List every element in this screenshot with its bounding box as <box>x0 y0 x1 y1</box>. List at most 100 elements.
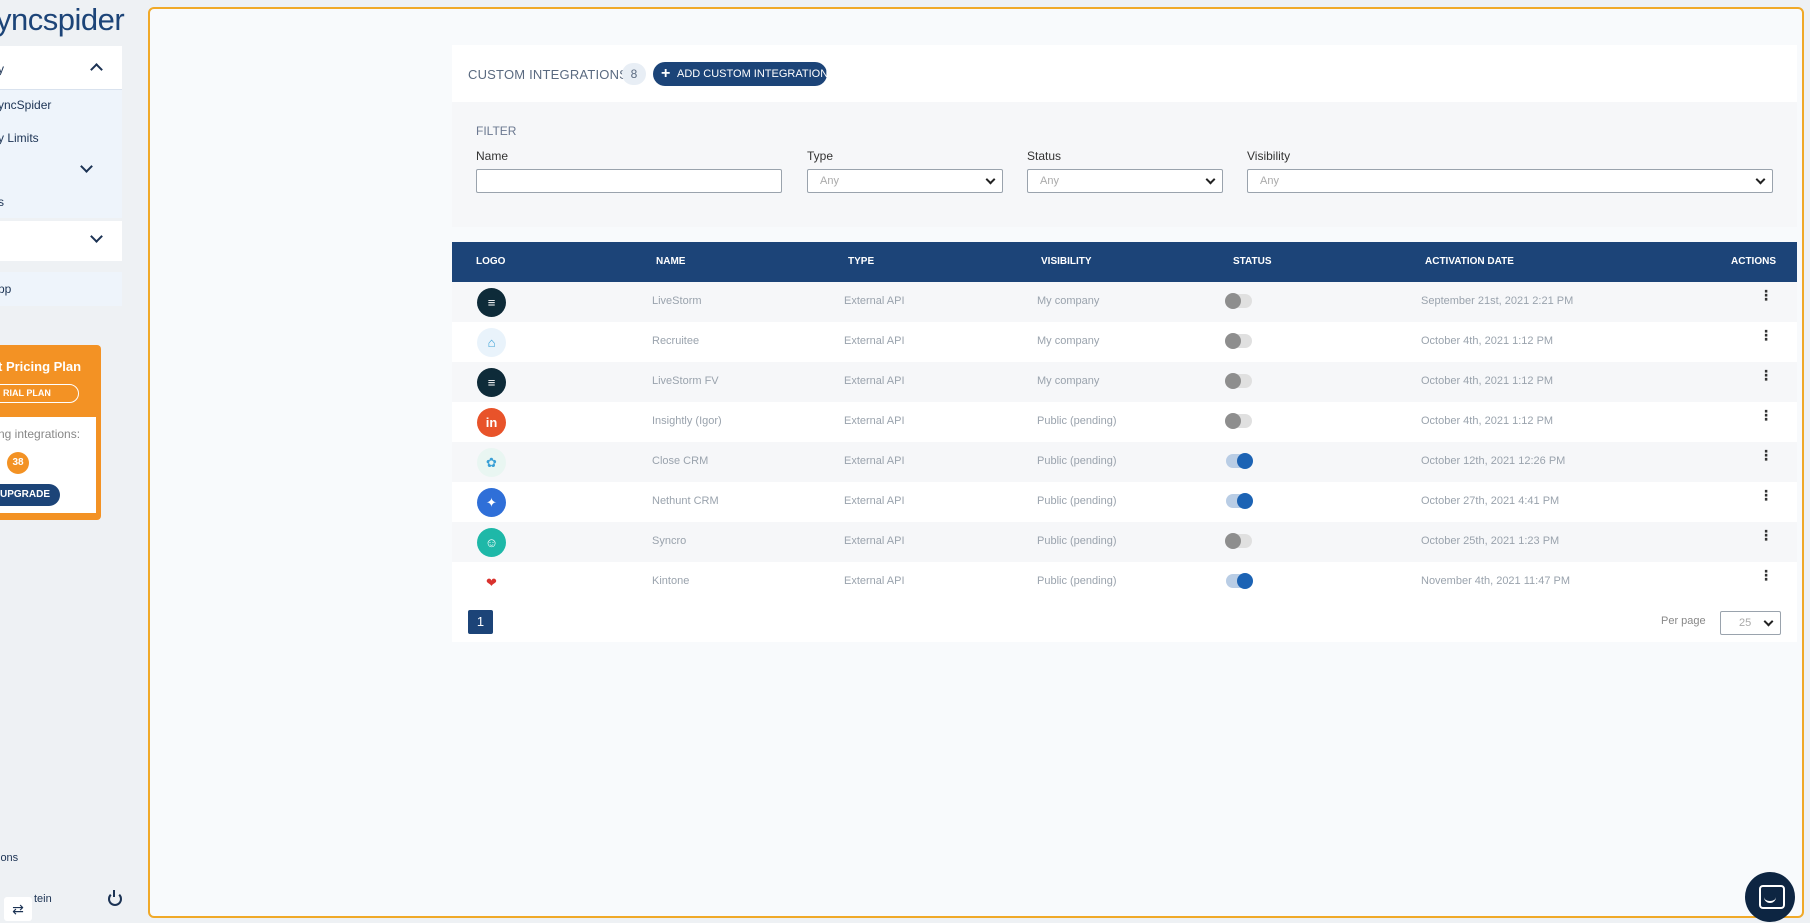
column-header-visibility[interactable]: VISIBILITY <box>1041 256 1092 267</box>
sidebar-submenu: yncSpider y Limits s <box>0 90 122 218</box>
add-custom-integration-button[interactable]: + ADD CUSTOM INTEGRATION <box>653 62 829 86</box>
status-toggle[interactable] <box>1226 573 1253 589</box>
table-row[interactable]: ❤ Kintone External API Public (pending) Nove… <box>452 562 1797 602</box>
status-toggle-knob <box>1225 293 1241 309</box>
integration-type: External API <box>844 375 905 387</box>
column-header-logo: LOGO <box>476 256 506 267</box>
integration-type: External API <box>844 575 905 587</box>
kebab-menu-icon[interactable]: ⋮ <box>1759 407 1773 423</box>
integration-logo-icon: ≡ <box>477 288 506 317</box>
integration-logo-icon: ☺ <box>477 528 506 557</box>
trial-plan-badge: RIAL PLAN <box>0 384 79 403</box>
integration-visibility: Public (pending) <box>1037 535 1117 547</box>
column-header-type[interactable]: TYPE <box>848 256 875 267</box>
name-filter-input[interactable] <box>476 169 782 193</box>
type-filter-label: Type <box>807 149 834 163</box>
chevron-down-icon[interactable] <box>90 230 103 243</box>
swap-icon[interactable]: ⇄ <box>4 897 32 921</box>
brand-logo[interactable]: yncspider <box>0 2 125 37</box>
activation-date: October 4th, 2021 1:12 PM <box>1421 375 1554 387</box>
integration-logo-icon: ✿ <box>477 448 506 477</box>
integration-name: Nethunt CRM <box>652 495 719 507</box>
table-row[interactable]: in Insightly (Igor) External API Public (pe… <box>452 402 1797 442</box>
filter-title: FILTER <box>476 124 517 138</box>
integration-visibility: Public (pending) <box>1037 575 1117 587</box>
status-toggle-knob <box>1225 373 1241 389</box>
kebab-menu-icon[interactable]: ⋮ <box>1759 287 1773 303</box>
status-toggle[interactable] <box>1225 373 1252 389</box>
status-toggle[interactable] <box>1226 493 1253 509</box>
integration-visibility: My company <box>1037 375 1100 387</box>
sidebar-item-s[interactable]: s <box>0 195 4 209</box>
column-header-actions: ACTIONS <box>1731 256 1776 267</box>
kebab-menu-icon[interactable]: ⋮ <box>1759 527 1773 543</box>
chevron-down-icon[interactable] <box>80 160 93 173</box>
integration-type: External API <box>844 535 905 547</box>
using-integrations-label: ng integrations: <box>0 427 81 441</box>
kebab-menu-icon[interactable]: ⋮ <box>1759 367 1773 383</box>
chat-icon[interactable] <box>1745 872 1795 922</box>
name-filter-label: Name <box>476 149 509 163</box>
sidebar-item-syncspider[interactable]: yncSpider <box>0 98 52 112</box>
pricing-plan-card: t Pricing Plan RIAL PLAN ng integrations… <box>0 345 101 520</box>
chevron-down-icon <box>1755 174 1766 185</box>
integration-type: External API <box>844 415 905 427</box>
table-row[interactable]: ⌂ Recruitee External API My company October … <box>452 322 1797 362</box>
table-row[interactable]: ☺ Syncro External API Public (pending) Octob… <box>452 522 1797 562</box>
integration-visibility: Public (pending) <box>1037 415 1117 427</box>
kebab-menu-icon[interactable]: ⋮ <box>1759 327 1773 343</box>
sidebar: yncspider y yncSpider y Limits s pp t Pr… <box>0 0 147 923</box>
column-header-status[interactable]: STATUS <box>1233 256 1272 267</box>
column-header-activation-date[interactable]: ACTIVATION DATE <box>1425 256 1514 267</box>
status-filter-select[interactable]: Any <box>1027 169 1223 193</box>
status-toggle[interactable] <box>1226 453 1253 469</box>
visibility-filter-select[interactable]: Any <box>1247 169 1773 193</box>
status-toggle[interactable] <box>1225 333 1252 349</box>
status-toggle-knob <box>1225 413 1241 429</box>
custom-integrations-card: CUSTOM INTEGRATIONS 8 + ADD CUSTOM INTEG… <box>452 45 1797 227</box>
status-toggle-knob <box>1225 333 1241 349</box>
table-row[interactable]: ✦ Nethunt CRM External API Public (pending)… <box>452 482 1797 522</box>
power-icon[interactable] <box>108 890 122 906</box>
chevron-up-icon[interactable] <box>90 63 103 76</box>
sidebar-item-app[interactable]: pp <box>0 272 122 306</box>
type-filter-select[interactable]: Any <box>807 169 1003 193</box>
integration-type: External API <box>844 295 905 307</box>
integration-name: Insightly (Igor) <box>652 415 722 427</box>
integration-name: Close CRM <box>652 455 709 467</box>
page-title: CUSTOM INTEGRATIONS <box>468 67 629 82</box>
user-name: tein <box>34 893 52 905</box>
integrations-count: 8 <box>622 63 646 85</box>
status-toggle[interactable] <box>1225 293 1252 309</box>
integration-name: Recruitee <box>652 335 700 347</box>
per-page-value: 25 <box>1739 617 1752 629</box>
kebab-menu-icon[interactable]: ⋮ <box>1759 487 1773 503</box>
visibility-filter-value: Any <box>1260 175 1279 187</box>
add-custom-integration-label: ADD CUSTOM INTEGRATION <box>677 68 829 80</box>
status-toggle[interactable] <box>1225 533 1252 549</box>
activation-date: October 27th, 2021 4:41 PM <box>1421 495 1560 507</box>
sidebar-item-limits[interactable]: y Limits <box>0 131 39 145</box>
integration-name: LiveStorm <box>652 295 702 307</box>
upgrade-button[interactable]: UPGRADE <box>0 484 60 506</box>
per-page-select[interactable]: 25 <box>1720 611 1781 635</box>
sidebar-section-header[interactable]: y <box>0 46 122 90</box>
sidebar-item-bottom[interactable]: ions <box>0 852 19 864</box>
kebab-menu-icon[interactable]: ⋮ <box>1759 567 1773 583</box>
activation-date: November 4th, 2021 11:47 PM <box>1421 575 1570 587</box>
kebab-menu-icon[interactable]: ⋮ <box>1759 447 1773 463</box>
pricing-plan-title: t Pricing Plan <box>0 359 82 374</box>
integration-visibility: My company <box>1037 335 1100 347</box>
table-row[interactable]: ✿ Close CRM External API Public (pending) Oc… <box>452 442 1797 482</box>
sidebar-section-header-2[interactable] <box>0 221 122 261</box>
column-header-name[interactable]: NAME <box>656 256 686 267</box>
table-row[interactable]: ≡ LiveStorm External API My company Septembe… <box>452 282 1797 322</box>
pagination-page-1[interactable]: 1 <box>468 610 493 634</box>
integration-logo-icon: ⌂ <box>477 328 506 357</box>
integration-name: Kintone <box>652 575 690 587</box>
status-toggle[interactable] <box>1225 413 1252 429</box>
activation-date: October 25th, 2021 1:23 PM <box>1421 535 1560 547</box>
table-row[interactable]: ≡ LiveStorm FV External API My company Octob… <box>452 362 1797 402</box>
status-toggle-knob <box>1237 493 1253 509</box>
plus-icon: + <box>661 65 671 82</box>
